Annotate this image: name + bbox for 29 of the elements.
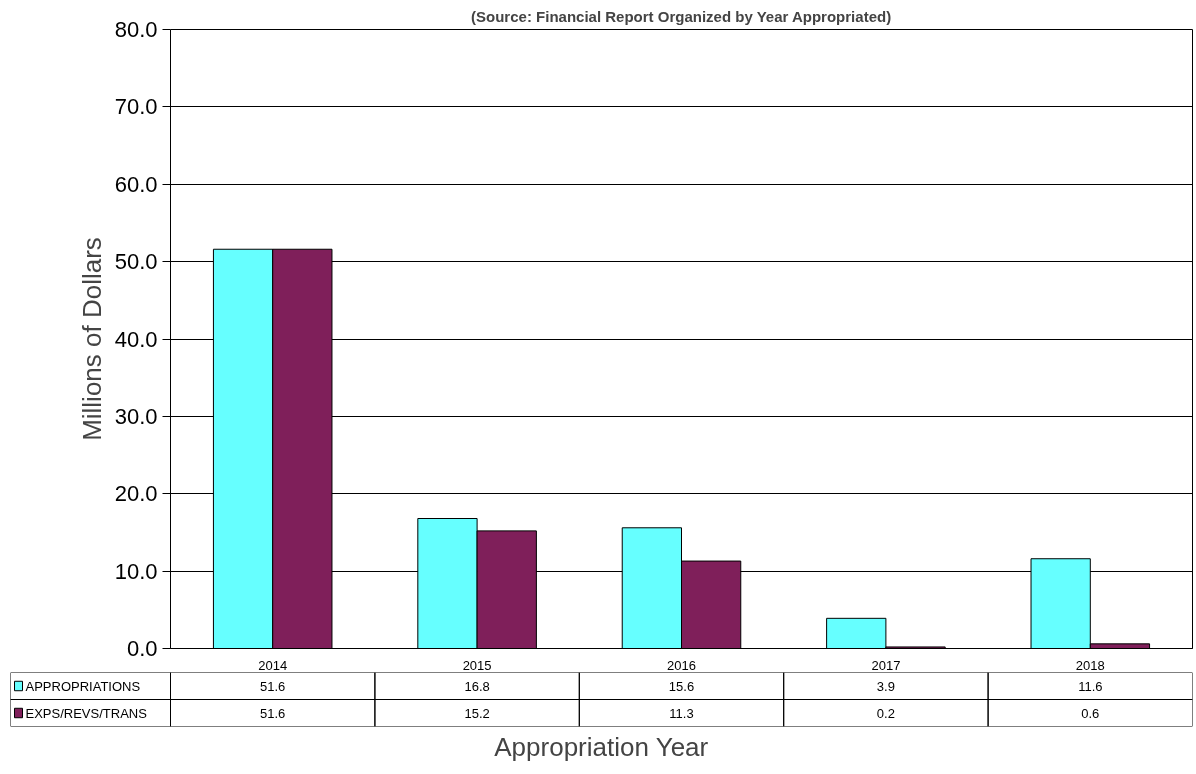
- x-tick-label: 2015: [462, 657, 492, 673]
- y-tick-label: 50.0: [114, 249, 158, 275]
- y-axis-title: Millions of Dollars: [76, 237, 107, 441]
- y-tick-label: 80.0: [114, 17, 158, 42]
- y-tick-label: 20.0: [114, 481, 158, 507]
- data-label: 11.6: [1078, 678, 1103, 694]
- y-tick-label: 40.0: [114, 326, 158, 352]
- data-label: 15.2: [464, 705, 490, 721]
- data-label: 51.6: [260, 678, 286, 694]
- x-tick-label: 2014: [258, 657, 288, 673]
- y-tick-label: 30.0: [114, 403, 158, 429]
- x-tick-label: 2017: [871, 657, 901, 673]
- x-tick-label: 2016: [667, 657, 696, 673]
- x-axis-title: Appropriation Year: [494, 731, 709, 762]
- data-label: 51.6: [260, 705, 286, 721]
- data-label: 0.2: [876, 705, 895, 721]
- legend-label: APPROPRIATIONS: [25, 678, 141, 694]
- y-tick-label: 0.0: [126, 636, 158, 661]
- y-tick-label: 70.0: [114, 94, 158, 120]
- data-label: 0.6: [1081, 705, 1100, 721]
- legend-label: EXPS/REVS/TRANS: [25, 705, 148, 721]
- y-tick-label: 10.0: [114, 558, 158, 584]
- data-label: 16.8: [464, 678, 490, 694]
- y-tick-label: 60.0: [114, 171, 158, 197]
- data-label: 3.9: [876, 678, 895, 694]
- chart-subtitle: (Source: Financial Report Organized by Year Appropriated): [471, 7, 892, 25]
- x-tick-label: 2018: [1075, 657, 1105, 673]
- data-label: 15.6: [668, 678, 695, 694]
- data-label: 11.3: [669, 705, 694, 721]
